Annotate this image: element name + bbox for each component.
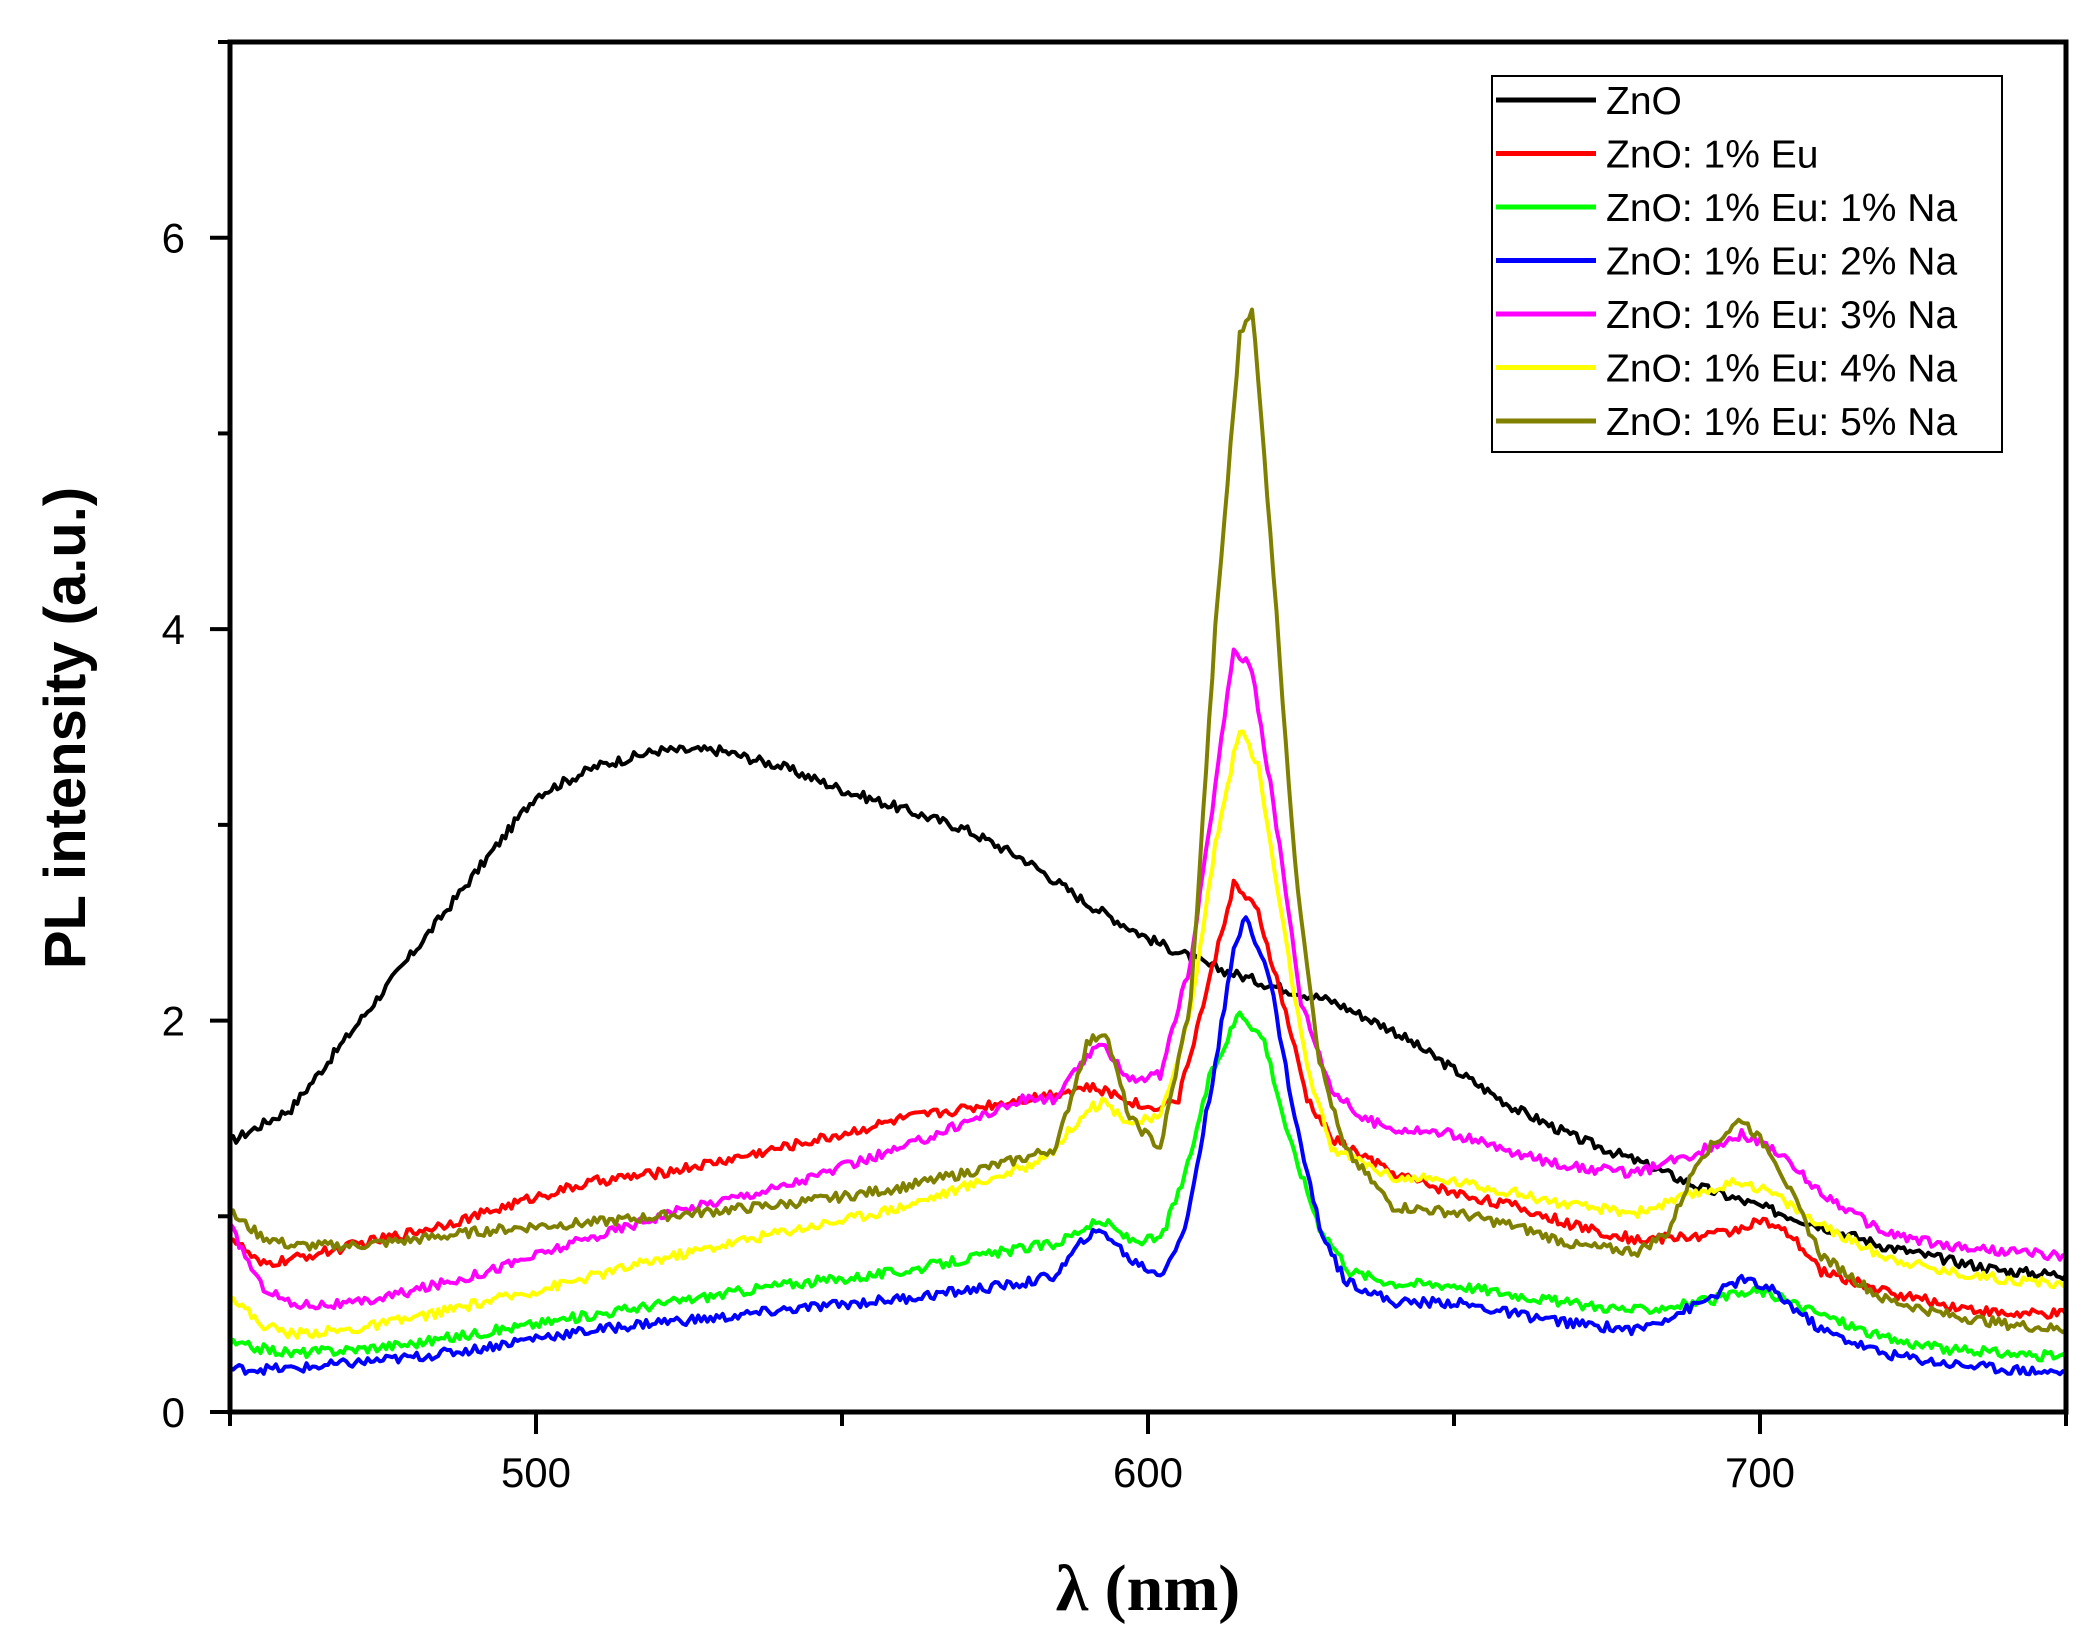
y-tick-label: 6 (162, 215, 185, 262)
x-tick-label: 700 (1725, 1449, 1795, 1496)
legend-label: ZnO: 1% Eu: 5% Na (1606, 401, 1957, 444)
legend-label: ZnO (1606, 80, 1682, 123)
y-axis-label: PL intensity (a.u.) (33, 487, 98, 969)
x-tick-label: 600 (1113, 1449, 1183, 1496)
series-line-1 (228, 744, 2068, 1281)
series-line-4 (229, 915, 2067, 1377)
series-line-6 (229, 729, 2067, 1340)
legend-label: ZnO: 1% Eu: 3% Na (1606, 294, 1957, 337)
y-tick-label: 4 (162, 606, 185, 653)
legend-label: ZnO: 1% Eu: 2% Na (1606, 241, 1957, 284)
ticks-layer: 500 600 700 0 2 4 6 (162, 40, 2068, 1496)
series-line-7 (228, 307, 2068, 1335)
legend-label: ZnO: 1% Eu: 4% Na (1606, 348, 1957, 391)
legend-label: ZnO: 1% Eu: 1% Na (1606, 187, 1957, 230)
x-tick-label: 500 (501, 1449, 571, 1496)
series-layer (228, 307, 2068, 1377)
x-axis-label: λ (nm) (1056, 1552, 1241, 1625)
y-tick-label: 2 (162, 998, 185, 1045)
legend-items: ZnO ZnO: 1% Eu ZnO: 1% Eu: 1% Na ZnO: 1% Eu… (1496, 80, 1957, 444)
legend-label: ZnO: 1% Eu (1606, 134, 1818, 177)
y-tick-label: 0 (162, 1389, 185, 1436)
series-line-2 (229, 878, 2068, 1320)
legend: ZnO ZnO: 1% Eu ZnO: 1% Eu: 1% Na ZnO: 1% Eu… (1491, 75, 2003, 453)
legend-box (1491, 75, 2003, 453)
